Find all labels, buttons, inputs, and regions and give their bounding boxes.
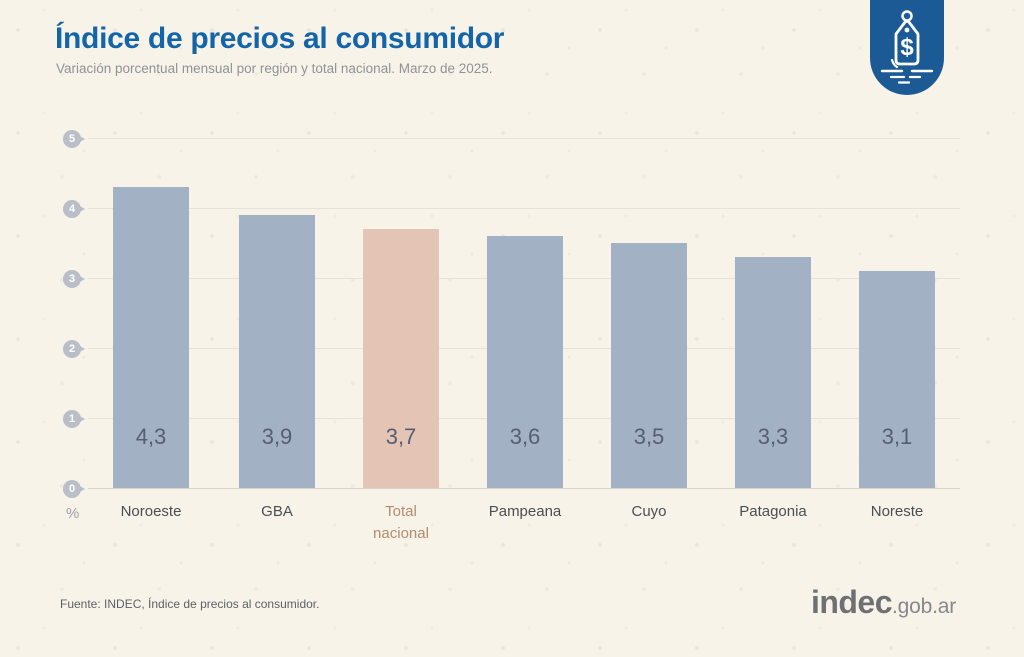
category-label-cuyo: Cuyo [631, 503, 667, 520]
bar-noreste: 3,1 [859, 271, 935, 488]
bar-cuyo: 3,5 [611, 243, 687, 488]
category-label-noreste: Noreste [870, 503, 924, 520]
tick-badge-1: 1 [63, 410, 85, 428]
bar-value-label: 3,9 [261, 424, 293, 449]
category-label-total-nacional: Total nacional [373, 503, 429, 542]
bar-noroeste: 4,3 [113, 187, 189, 488]
bar-patagonia: 3,3 [735, 257, 811, 488]
page-subtitle: Variación porcentual mensual por región … [56, 61, 493, 76]
indec-logo-domain: .gob.ar [892, 595, 956, 618]
price-tag-badge: $ [870, 0, 944, 95]
indec-logo: indec .gob.ar [811, 584, 956, 621]
source-note: Fuente: INDEC, Índice de precios al cons… [60, 597, 320, 611]
bar-value-label: 3,6 [509, 424, 541, 449]
tick-badge-2: 2 [63, 340, 85, 358]
tick-badge-5: 5 [63, 130, 85, 148]
tick-badge-3: 3 [63, 270, 85, 288]
y-axis-unit-label: % [66, 505, 80, 522]
bar-value-label: 3,3 [757, 424, 789, 449]
y-axis-tick: 1 [63, 409, 89, 428]
bar-value-label: 3,7 [385, 424, 417, 449]
bar-value-label: 3,1 [881, 424, 913, 449]
y-axis-tick: 4 [63, 199, 89, 218]
tick-badge-0: 0 [63, 480, 85, 498]
bar-total-nacional: 3,7 [363, 229, 439, 488]
x-axis-baseline [88, 488, 960, 489]
indec-logo-text: indec [810, 584, 893, 620]
bar-value-label: 4,3 [135, 424, 167, 449]
bar-gba: 3,9 [239, 215, 315, 488]
category-label-noroeste: Noroeste [120, 503, 182, 520]
y-axis-tick: 2 [63, 339, 89, 358]
svg-text:$: $ [900, 34, 914, 61]
tick-badge-4: 4 [63, 200, 85, 218]
category-label-patagonia: Patagonia [739, 503, 807, 520]
y-axis-tick: 0 [63, 479, 89, 498]
price-tag-icon: $ [878, 0, 936, 90]
category-label-pampeana: Pampeana [488, 503, 562, 520]
gridline-4 [88, 208, 960, 209]
y-axis-tick: 5 [63, 129, 89, 148]
page-title: Índice de precios al consumidor [55, 22, 505, 55]
category-label-gba: GBA [261, 503, 293, 520]
bar-value-label: 3,5 [633, 424, 665, 449]
y-axis-tick: 3 [63, 269, 89, 288]
gridline-5 [88, 138, 960, 139]
bar-pampeana: 3,6 [487, 236, 563, 488]
